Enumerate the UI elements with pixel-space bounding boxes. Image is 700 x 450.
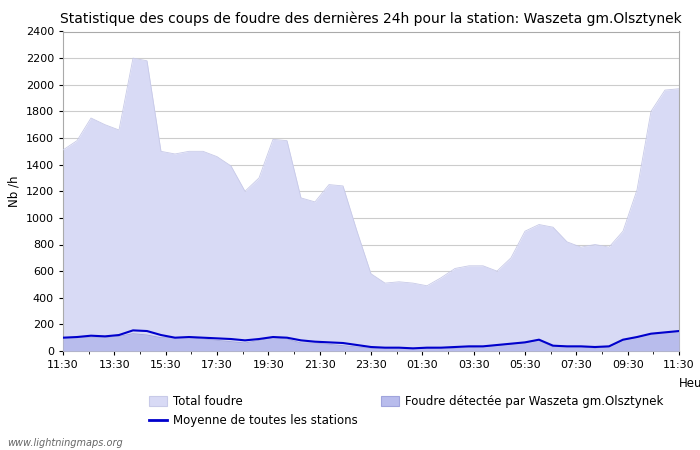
Y-axis label: Nb /h: Nb /h [7, 176, 20, 207]
Text: Heure: Heure [679, 377, 700, 390]
Legend: Total foudre, Moyenne de toutes les stations, Foudre détectée par Waszeta gm.Ols: Total foudre, Moyenne de toutes les stat… [149, 395, 663, 427]
Title: Statistique des coups de foudre des dernières 24h pour la station: Waszeta gm.Ol: Statistique des coups de foudre des dern… [60, 12, 682, 26]
Text: www.lightningmaps.org: www.lightningmaps.org [7, 438, 122, 448]
